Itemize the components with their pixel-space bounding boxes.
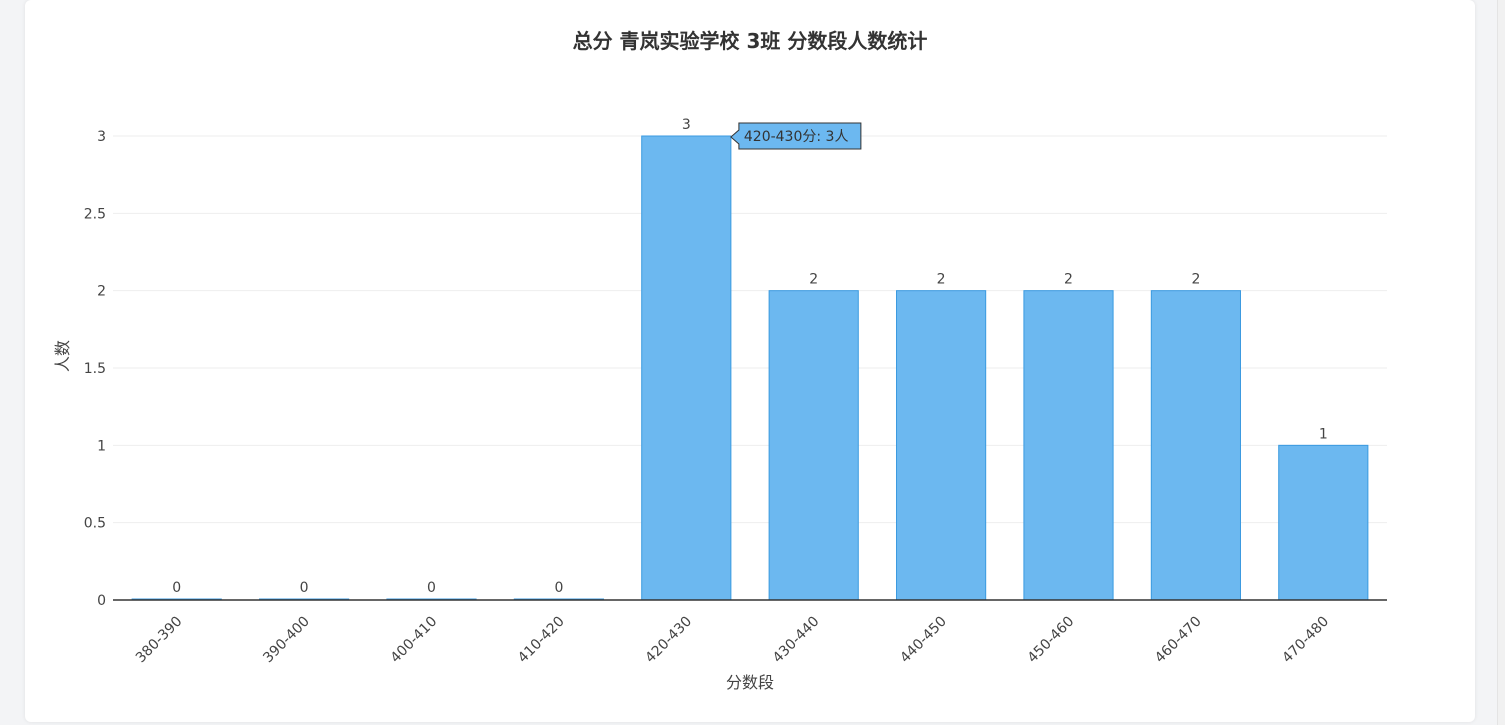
tooltip-box [730,122,862,150]
bar [641,135,732,601]
y-tick-label: 2.5 [84,206,106,222]
bar-value-label: 2 [937,272,946,288]
y-tick-label: 3 [97,129,106,145]
bar-value-label: 0 [172,580,181,596]
bar-value-label: 0 [554,580,563,596]
x-tick-label: 380-390 [133,614,186,667]
y-tick-label: 1.5 [84,361,106,377]
bar [1150,290,1241,601]
bar [1278,444,1369,601]
y-tick-label: 1 [97,438,106,454]
y-tick-label: 0 [97,593,106,609]
bar-value-label: 0 [427,580,436,596]
bar [768,290,859,601]
x-tick-label: 470-480 [1279,614,1332,667]
chart-title: 总分 青岚实验学校 3班 分数段人数统计 [573,29,928,53]
y-axis-label: 人数 [53,340,72,372]
y-tick-label: 0.5 [84,516,106,532]
x-axis-ticks: 380-390 390-400 400-410 410-420 420-430 430-4… [133,614,1332,667]
x-tick-label: 400-410 [388,614,441,667]
bar-value-label: 3 [682,117,691,133]
bar-value-label: 2 [809,272,818,288]
x-tick-label: 440-450 [897,614,950,667]
bar-value-label: 2 [1191,272,1200,288]
bar-value-label: 0 [300,580,309,596]
bar-value-label: 2 [1064,272,1073,288]
scrollbar[interactable] [1497,0,1505,725]
x-tick-label: 420-430 [642,614,695,667]
y-axis-ticks: 0 0.5 1 1.5 2 2.5 3 [84,129,106,609]
bar-value-label: 1 [1319,426,1328,442]
bar [1023,290,1114,601]
x-tick-label: 390-400 [260,614,313,667]
x-tick-label: 450-460 [1025,614,1078,667]
x-tick-label: 410-420 [515,614,568,667]
bar [896,290,987,601]
tooltip-text: 420-430分: 3人 [744,129,849,145]
bars: 0 0 0 0 3 2 2 2 2 1 [131,117,1369,601]
x-tick-label: 430-440 [770,614,823,667]
hover-tooltip: 420-430分: 3人 [730,122,862,150]
y-tick-label: 2 [97,284,106,300]
x-tick-label: 460-470 [1152,614,1205,667]
x-axis-label: 分数段 [726,673,774,692]
